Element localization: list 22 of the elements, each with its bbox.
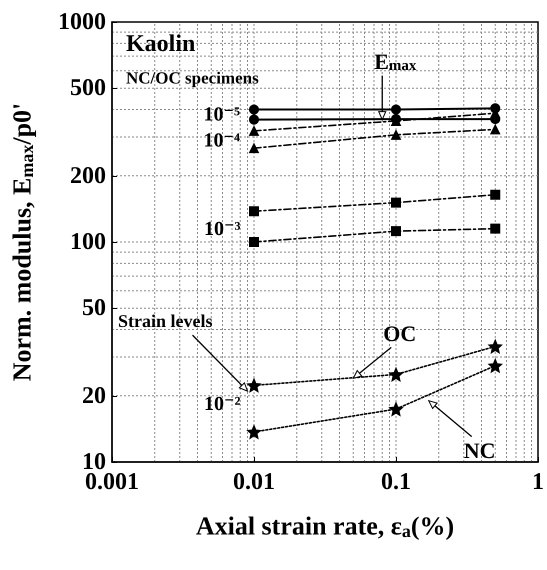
x-tick-label: 1 [532, 469, 544, 495]
y-axis-title: Norm. modulus, Emax/p0' [8, 102, 37, 382]
x-tick-label: 0.001 [85, 469, 139, 495]
y-tick-label: 1000 [58, 9, 106, 35]
annotation: Emax [374, 49, 417, 74]
x-tick-label: 0.01 [233, 469, 275, 495]
annotation: NC [464, 438, 496, 464]
annotation: Strain levels [118, 311, 212, 332]
y-tick-label: 200 [70, 162, 106, 189]
y-tick-label: 20 [82, 382, 106, 409]
x-axis-title: Axial strain rate, εa(%) [196, 512, 454, 541]
annotation: OC [383, 320, 416, 346]
y-tick-label: 500 [70, 75, 106, 102]
x-tick-label: 0.1 [381, 469, 411, 495]
annotation: 10⁻⁵ [203, 103, 240, 126]
y-tick-label: 50 [82, 295, 106, 322]
y-tick-label: 100 [70, 229, 106, 255]
annotation: Kaolin [126, 31, 196, 57]
annotation: 10⁻⁴ [203, 129, 240, 152]
annotation: NC/OC specimens [126, 68, 260, 88]
annotation: 10⁻³ [204, 218, 241, 240]
annotation: 10⁻² [204, 393, 241, 415]
